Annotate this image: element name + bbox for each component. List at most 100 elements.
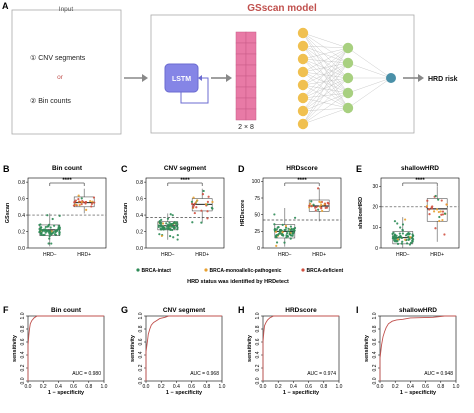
data-point xyxy=(175,221,178,224)
x-tick-label: 0.4 xyxy=(407,384,414,390)
data-point xyxy=(58,226,61,229)
model-box xyxy=(150,14,415,134)
x-tick-label: 0.0 xyxy=(25,384,32,390)
roc-curve xyxy=(27,315,104,381)
data-point xyxy=(190,202,194,205)
data-point xyxy=(80,201,83,204)
arrow-input-head xyxy=(142,74,148,82)
y-tick-label: 0.6 xyxy=(18,196,25,202)
x-tick-label: 0.6 xyxy=(422,384,429,390)
data-point xyxy=(176,223,179,226)
data-point xyxy=(207,195,210,198)
data-point xyxy=(404,218,407,221)
sig-label: **** xyxy=(297,178,307,184)
data-point xyxy=(200,209,203,212)
network-edge xyxy=(302,84,349,94)
data-point xyxy=(284,226,288,229)
data-point xyxy=(432,210,436,213)
x-tick-label: HRD+ xyxy=(430,252,444,258)
data-point xyxy=(172,236,175,239)
data-point xyxy=(283,228,286,232)
data-point xyxy=(58,233,61,236)
data-point xyxy=(396,242,400,245)
data-point xyxy=(440,213,443,216)
data-point xyxy=(321,209,324,212)
legend-swatch xyxy=(204,268,208,272)
x-axis-label: 1 − specificity xyxy=(400,390,437,396)
plot-frame xyxy=(379,315,457,382)
network-edge xyxy=(302,92,349,125)
data-point xyxy=(163,226,166,230)
panel-letter: H xyxy=(238,305,245,315)
data-point xyxy=(169,213,172,216)
y-tick-label: 50 xyxy=(254,212,260,218)
data-point xyxy=(436,208,439,211)
data-point xyxy=(437,198,440,201)
data-point xyxy=(54,229,57,232)
data-point xyxy=(43,233,46,236)
data-point xyxy=(401,232,404,235)
data-point xyxy=(58,214,61,217)
x-tick-label: 0.2 xyxy=(275,384,282,390)
data-point xyxy=(190,200,194,203)
panel-title: shallowHRD xyxy=(401,165,439,172)
data-point xyxy=(206,200,209,203)
y-tick-label: 0.4 xyxy=(255,351,261,358)
plot-frame xyxy=(145,177,225,249)
y-tick-label: 0.8 xyxy=(255,325,261,332)
network-edge xyxy=(302,47,349,60)
data-point xyxy=(38,223,41,227)
input-node xyxy=(297,92,309,104)
data-point xyxy=(285,232,289,235)
data-point xyxy=(443,233,446,236)
data-point xyxy=(165,222,168,225)
data-point xyxy=(439,210,442,213)
data-point xyxy=(317,208,320,211)
x-tick-label: 1.0 xyxy=(336,384,343,390)
data-point xyxy=(396,238,400,241)
y-axis-label: sensitivity xyxy=(130,334,136,362)
data-point xyxy=(169,228,172,231)
data-point xyxy=(273,228,277,231)
panel-title: HRDscore xyxy=(286,165,318,172)
y-tick-label: 0.8 xyxy=(20,325,26,332)
x-tick-label: 0.8 xyxy=(203,384,210,390)
data-point xyxy=(411,239,414,242)
data-point xyxy=(325,206,329,209)
network-edge xyxy=(302,92,349,99)
data-point xyxy=(171,214,174,217)
data-point xyxy=(276,226,279,229)
y-tick-label: 0.6 xyxy=(372,338,378,345)
data-point xyxy=(82,200,85,204)
x-tick-label: 1.0 xyxy=(101,384,108,390)
data-point xyxy=(274,230,278,233)
matrix-cell xyxy=(245,97,257,110)
network-edge xyxy=(302,32,349,94)
panel-letter: F xyxy=(3,305,9,315)
hidden-node xyxy=(342,57,354,69)
sig-label: **** xyxy=(180,178,190,184)
y-tick-label: 0.0 xyxy=(255,377,261,384)
data-point xyxy=(192,196,195,199)
data-point xyxy=(308,204,311,207)
x-tick-label: 0.2 xyxy=(158,384,165,390)
data-point xyxy=(428,213,431,216)
data-point xyxy=(84,202,87,205)
network-edge xyxy=(302,45,349,94)
data-point xyxy=(192,204,195,207)
matrix-cell xyxy=(245,31,257,44)
matrix-cell xyxy=(235,31,247,44)
data-point xyxy=(437,210,440,214)
panel-letter: G xyxy=(121,305,128,315)
data-point xyxy=(283,241,286,244)
auc-label: AUC = 0.948 xyxy=(424,371,453,377)
hidden-node xyxy=(342,42,354,54)
data-point xyxy=(291,231,294,234)
network-edge xyxy=(302,62,349,99)
panel-title: HRDscore xyxy=(285,307,317,314)
data-point xyxy=(401,240,404,243)
data-point xyxy=(426,199,429,202)
data-point xyxy=(173,226,176,229)
data-point xyxy=(85,208,88,211)
